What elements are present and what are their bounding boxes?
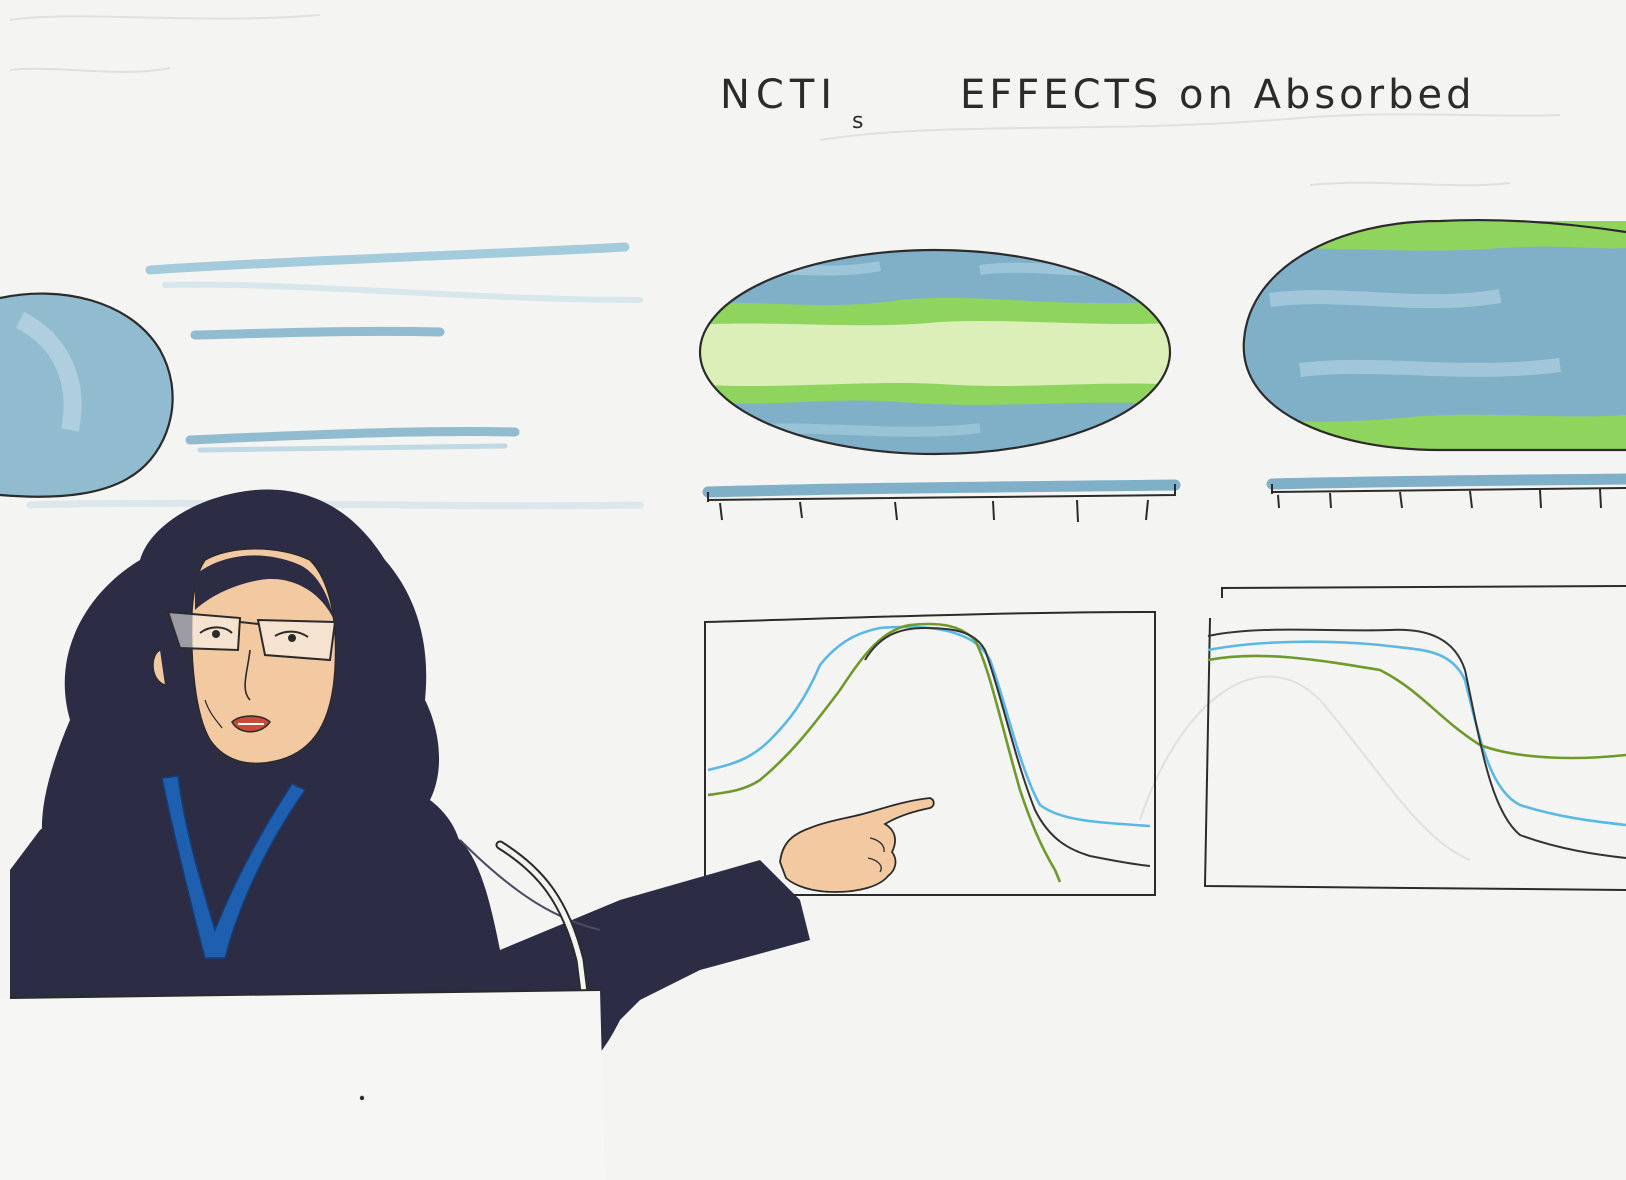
podium: [0, 989, 605, 1180]
ink-dot: [359, 1095, 365, 1101]
slide-title: NCTI s EFFECTS on Absorbed: [720, 72, 1475, 134]
map-edged: [1242, 218, 1626, 452]
glasses: [166, 610, 337, 662]
lanyard: [161, 775, 307, 959]
ghost-pencil-marks: [9, 14, 1561, 861]
title-rest: EFFECTS on Absorbed: [960, 72, 1475, 118]
plot-drop: [1203, 585, 1626, 891]
plot-peak: [704, 610, 1156, 896]
colorbar-2: [1266, 473, 1626, 509]
motion-streaks: [26, 242, 644, 510]
pointing-hand: [779, 797, 935, 893]
title-main: NCTI: [720, 72, 838, 118]
colorbar-1: [702, 479, 1181, 523]
partial-globe: [0, 292, 174, 498]
title-subscript: s: [852, 109, 863, 134]
